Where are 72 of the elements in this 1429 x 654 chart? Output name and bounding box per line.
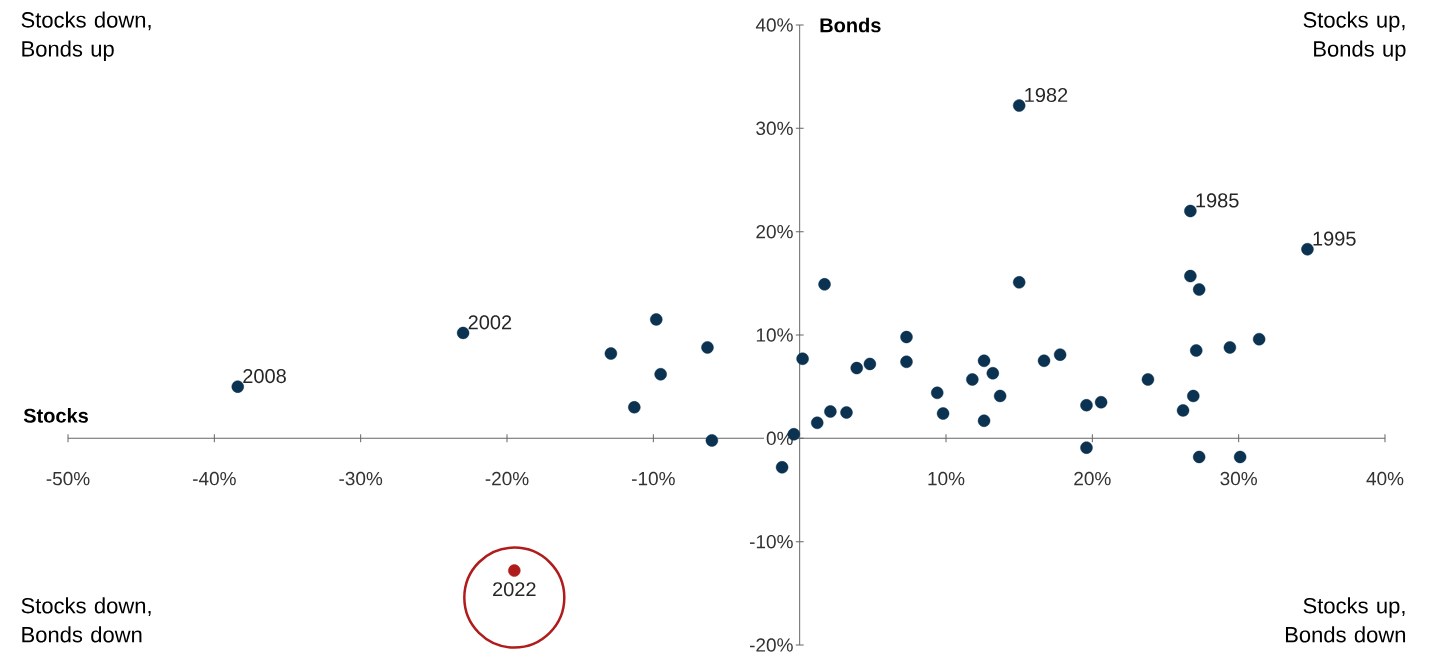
point <box>1301 243 1314 256</box>
point <box>863 357 877 371</box>
x-tick-label: -40% <box>193 471 236 486</box>
point <box>1192 283 1206 296</box>
annotation: Stocks down, Bonds up <box>21 11 151 62</box>
point <box>1053 348 1067 361</box>
annotation: 2022 <box>493 582 536 597</box>
point <box>977 414 991 427</box>
annotation: Stocks up, Bonds up <box>1303 11 1406 62</box>
point <box>1080 441 1093 454</box>
x-tick-label: 20% <box>1074 471 1111 486</box>
annotation: 2002 <box>468 315 512 330</box>
point <box>1233 450 1247 464</box>
point <box>456 326 470 340</box>
point <box>1012 276 1026 289</box>
x-tick-label: 40% <box>1366 471 1404 486</box>
y-axis-title: Bonds <box>820 17 881 33</box>
point <box>1094 395 1108 409</box>
point <box>1176 404 1190 417</box>
point <box>628 401 641 414</box>
x-tick-label: -30% <box>339 471 383 486</box>
point <box>993 389 1007 403</box>
point <box>231 380 244 393</box>
point <box>1141 373 1155 386</box>
point <box>1252 332 1266 346</box>
annotation: 1985 <box>1196 193 1239 208</box>
point <box>508 564 521 577</box>
point <box>840 406 853 419</box>
point <box>1012 99 1026 112</box>
x-tick-label: 10% <box>928 471 965 486</box>
y-tick-label: -10% <box>749 534 793 549</box>
x-tick-label: -10% <box>632 471 675 486</box>
x-tick-label: -50% <box>46 471 90 486</box>
point <box>811 416 824 430</box>
y-tick-label: -20% <box>749 638 793 652</box>
point <box>1192 450 1206 464</box>
y-tick-label: 20% <box>756 224 793 239</box>
point <box>986 367 1000 380</box>
point <box>650 313 663 326</box>
point <box>931 386 944 400</box>
point <box>977 354 991 368</box>
point <box>936 407 950 420</box>
x-axis-title: Stocks <box>23 408 88 423</box>
y-tick-label: 30% <box>756 121 793 136</box>
point <box>900 330 913 344</box>
point <box>1223 341 1237 354</box>
annotation: 2008 <box>243 368 286 384</box>
y-tick-label: 10% <box>756 328 793 342</box>
point <box>604 347 618 360</box>
annotation: 1982 <box>1025 87 1068 103</box>
annotation: Stocks down, Bonds down <box>21 597 151 643</box>
point <box>1190 344 1203 357</box>
x-tick-label: -20% <box>485 471 529 486</box>
x-tick-label: 30% <box>1220 471 1257 486</box>
point <box>824 405 837 418</box>
point <box>654 368 667 381</box>
point <box>705 434 719 447</box>
point <box>900 355 913 369</box>
point <box>850 361 863 375</box>
point <box>701 341 714 354</box>
point <box>966 373 979 386</box>
point <box>1080 399 1093 412</box>
point <box>1184 269 1197 283</box>
point <box>796 352 809 365</box>
y-tick-label: 40% <box>755 18 793 32</box>
point <box>1187 389 1200 403</box>
point <box>775 461 789 474</box>
annotation: 1995 <box>1313 231 1356 246</box>
point <box>1037 354 1051 368</box>
annotation: Stocks up, Bonds down <box>1285 597 1406 643</box>
point <box>1184 204 1197 218</box>
point <box>818 278 831 291</box>
